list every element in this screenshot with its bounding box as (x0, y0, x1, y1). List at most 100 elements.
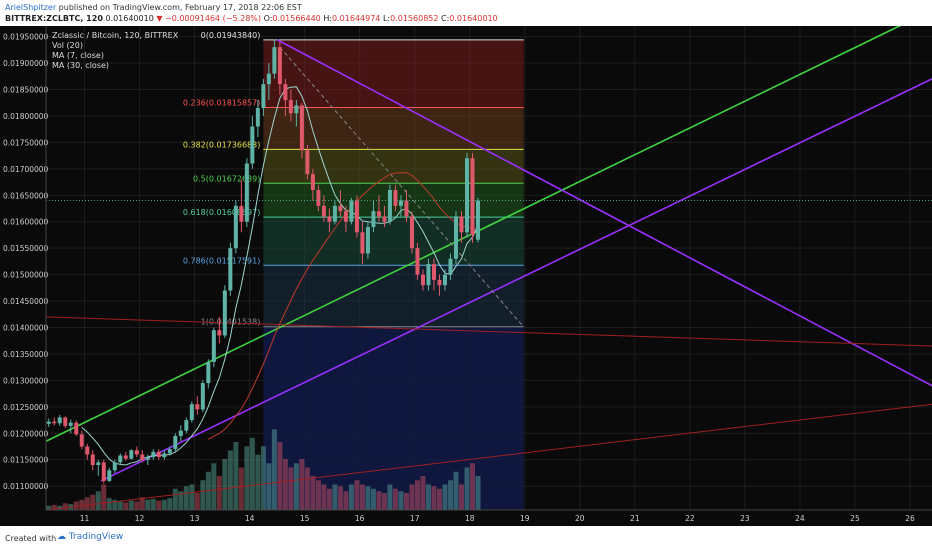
x-tick-label: 25 (850, 514, 860, 523)
volume-bar (277, 442, 283, 510)
candle-body (475, 200, 480, 240)
candle-body (431, 264, 436, 280)
volume-bar (365, 486, 371, 510)
volume-bar (425, 484, 431, 510)
candle-body (217, 330, 222, 336)
volume-bar (381, 493, 387, 510)
candle-body (57, 417, 62, 424)
candle-body (173, 435, 178, 450)
fib-level-label: 0.786(0.01517591) (183, 256, 261, 265)
x-tick-label: 20 (575, 514, 585, 523)
fib-band (263, 107, 524, 150)
publish-info: ArielShpitzer published on TradingView.c… (5, 3, 302, 12)
volume-bar (255, 454, 261, 510)
tradingview-logo[interactable]: ☁ TradingView (57, 532, 123, 542)
candle-body (448, 258, 453, 275)
volume-bar (145, 499, 151, 510)
volume-bar (194, 493, 200, 510)
low-label: L: (382, 14, 391, 23)
fib-level-label: 0.236(0.01815857) (183, 99, 261, 108)
volume-bar (238, 467, 244, 510)
volume-bar (106, 498, 112, 510)
fib-level-label: 0(0.01943840) (201, 31, 261, 40)
volume-bar (304, 467, 310, 510)
footer-bar: Created with ☁ TradingView (0, 528, 932, 550)
candle-body (376, 211, 381, 217)
trendline-gray-dashed (279, 46, 525, 328)
candle-body (145, 457, 150, 460)
legend-ma30[interactable]: MA (30, close) (52, 61, 110, 70)
open-value: 0.01566440 (272, 14, 321, 23)
volume-bar (475, 476, 481, 510)
legend-ma7[interactable]: MA (7, close) (52, 51, 104, 60)
volume-bar (266, 463, 272, 510)
fib-band (263, 217, 524, 266)
candle-body (52, 421, 57, 424)
candle-body (420, 274, 425, 286)
volume-bar (321, 484, 327, 510)
candle-body (244, 163, 249, 222)
candle-body (123, 455, 128, 459)
fib-level-label: 0.618(0.01608697) (183, 208, 261, 217)
volume-bar (260, 446, 266, 510)
volume-bar (233, 442, 239, 510)
legend-vol[interactable]: Vol (20) (52, 41, 83, 50)
x-tick-label: 23 (740, 514, 750, 523)
candle-body (261, 84, 266, 108)
tradingview-brand: TradingView (68, 532, 124, 542)
candle-body (233, 205, 238, 249)
y-tick-label: 0.01150000 (3, 456, 49, 465)
symbol-label: BITTREX:ZCLBTC, 120 (5, 14, 103, 23)
volume-bar (216, 476, 222, 510)
x-tick-label: 14 (245, 514, 255, 523)
volume-bar (134, 501, 140, 510)
volume-bar (227, 450, 233, 510)
candle-body (63, 417, 68, 426)
volume-bar (178, 491, 184, 510)
candle-body (382, 216, 387, 222)
change-arrow-icon: ▼ (156, 14, 163, 23)
volume-bar (150, 498, 156, 510)
close-value: 0.01640010 (449, 14, 498, 23)
volume-bar (348, 484, 354, 510)
x-tick-label: 12 (135, 514, 145, 523)
candle-body (140, 454, 145, 460)
candle-body (206, 361, 211, 384)
volume-bar (332, 484, 338, 510)
candle-body (46, 421, 51, 424)
volume-bar (354, 480, 360, 510)
candle-body (96, 462, 101, 466)
y-tick-label: 0.01650000 (3, 191, 49, 200)
author-link[interactable]: ArielShpitzer (5, 3, 57, 12)
candle-body (167, 449, 172, 454)
volume-bar (123, 502, 129, 510)
chart-area[interactable]: 0(0.01943840) 0.236(0.01815857) 0.382(0.01… (0, 9, 932, 526)
candle-body (442, 274, 447, 286)
candle-body (272, 47, 277, 74)
y-tick-label: 0.01350000 (3, 350, 49, 359)
x-tick-label: 11 (80, 514, 90, 523)
x-tick-label: 18 (465, 514, 475, 523)
candle-body (228, 248, 233, 291)
volume-bar (62, 503, 68, 510)
candle-body (470, 158, 475, 235)
candle-body (222, 290, 227, 336)
candle-body (288, 100, 293, 114)
volume-bar (79, 499, 85, 510)
y-tick-label: 0.01900000 (3, 59, 49, 68)
x-tick-label: 22 (685, 514, 695, 523)
volume-bar (359, 484, 365, 510)
volume-bar (310, 476, 316, 510)
chart-legend: Zclassic / Bitcoin, 120, BITTREX Vol (20… (52, 31, 178, 71)
candle-body (101, 462, 106, 481)
open-label: O: (263, 14, 273, 23)
volume-bar (420, 476, 426, 510)
trendline-red-flat (45, 316, 932, 347)
candle-body (321, 205, 326, 217)
candle-body (294, 105, 299, 114)
x-tick-label: 16 (355, 514, 365, 523)
fib-band (263, 265, 524, 327)
volume-bar (398, 491, 404, 510)
legend-title: Zclassic / Bitcoin, 120, BITTREX (52, 31, 179, 40)
price-chart[interactable]: 0(0.01943840) 0.236(0.01815857) 0.382(0.01… (0, 9, 932, 526)
